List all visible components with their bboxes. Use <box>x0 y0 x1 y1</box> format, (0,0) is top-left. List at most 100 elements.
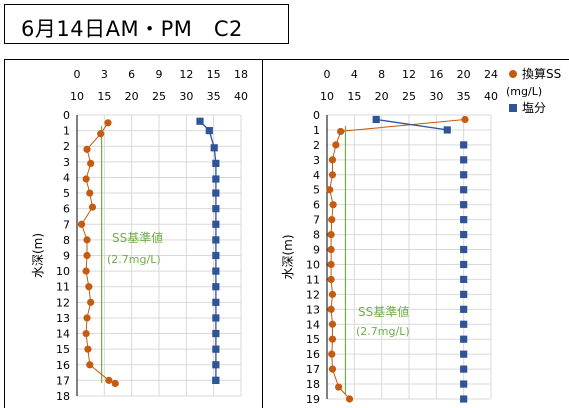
chart2-y-axis-tick-label: 13 <box>306 303 320 316</box>
chart2-ss-point <box>329 201 337 209</box>
chart1-salinity-point <box>196 117 204 125</box>
chart2-ss-point <box>337 127 345 136</box>
chart2-y-axis-tick-label: 4 <box>313 169 320 182</box>
chart1-y-axis-tick-label: 7 <box>63 218 70 231</box>
chart2-ss-point <box>328 216 336 224</box>
chart1-salinity-point <box>212 175 220 183</box>
chart1-y-axis-tick-label: 11 <box>56 281 70 294</box>
chart2-ss-point <box>327 275 335 284</box>
chart2-threshold-label: SS基準値 <box>358 304 409 319</box>
chart2-y-axis-tick-label: 8 <box>313 229 320 242</box>
chart2-y-axis-tick-label: 10 <box>306 258 320 271</box>
chart2-salinity-point <box>460 275 468 284</box>
chart2-secondary-axis-tick-label: 10 <box>320 90 334 103</box>
chart1-secondary-axis-tick-label: 20 <box>125 90 139 103</box>
chart2-y-axis-label: 水深(m) <box>281 234 295 279</box>
chart1-y-axis-tick-label: 8 <box>63 234 70 247</box>
chart2-legend-ss-label: 換算SS <box>522 66 561 81</box>
chart2-top-axis-tick-label: 16 <box>429 68 443 81</box>
chart2-y-axis-tick-label: 18 <box>306 378 320 391</box>
chart2-top-axis-tick-label: 0 <box>324 68 331 81</box>
chart1-salinity-point <box>212 267 220 275</box>
chart2-top-axis-tick-label: 12 <box>402 68 416 81</box>
chart2-ss-point <box>328 350 336 358</box>
chart1-salinity-point <box>205 127 213 135</box>
chart1-top-axis-tick-label: 12 <box>179 68 193 81</box>
chart1-top-axis-tick-label: 3 <box>101 68 108 81</box>
chart1-ss-point <box>83 251 91 260</box>
chart1-ss-point <box>86 189 94 197</box>
chart2-secondary-axis-tick-label: 20 <box>375 90 389 103</box>
chart2-ss-point <box>327 305 335 313</box>
chart1-ss-point <box>83 314 91 322</box>
chart1-secondary-axis-tick-label: 15 <box>97 90 111 103</box>
chart2-legend-ss-marker <box>509 70 517 78</box>
title-box: 6月14日AM・PM C2 <box>4 4 289 44</box>
chart1-ss-point <box>86 361 94 369</box>
chart1-y-axis-tick-label: 14 <box>56 328 70 341</box>
chart2-y-axis-tick-label: 3 <box>313 154 320 167</box>
chart2-salinity-point <box>460 171 468 179</box>
chart1-ss-point <box>85 283 93 291</box>
page-title: 6月14日AM・PM C2 <box>21 17 243 41</box>
chart1-salinity-point <box>212 361 220 369</box>
chart1-salinity-point <box>212 314 220 322</box>
chart2-y-axis-tick-label: 7 <box>313 214 320 227</box>
chart2-secondary-axis-tick-label: 25 <box>402 90 416 103</box>
chart1-y-axis-tick-label: 6 <box>63 203 70 216</box>
chart1-top-axis-tick-label: 9 <box>156 68 163 81</box>
chart2-threshold-value-label: (2.7mg/L) <box>356 325 410 338</box>
chart2-ss-point <box>335 383 343 391</box>
chart2-y-axis-tick-label: 12 <box>306 288 320 301</box>
chart2-secondary-axis-tick-label: 35 <box>457 90 471 103</box>
chart2-legend-ss-unit: (mg/L) <box>506 85 542 98</box>
chart1-y-axis-tick-label: 3 <box>63 156 70 169</box>
chart1-ss-point <box>82 267 90 275</box>
chart1-y-axis-tick-label: 5 <box>63 187 70 200</box>
chart2-ss-point <box>328 335 337 343</box>
chart1-secondary-axis-tick-label: 25 <box>152 90 166 103</box>
chart2-y-axis-tick-label: 0 <box>313 109 320 122</box>
chart1-salinity-point <box>212 159 220 167</box>
chart2-ss-point <box>328 290 337 298</box>
chart2-salinity-point <box>460 216 468 224</box>
chart2-y-axis-tick-label: 2 <box>313 139 320 152</box>
chart2-salinity-point <box>460 230 468 239</box>
chart1-ss-point <box>105 376 113 384</box>
chart1-salinity-point <box>212 220 220 228</box>
chart1-y-axis-tick-label: 12 <box>56 296 70 309</box>
chart1-ss-point <box>82 329 90 338</box>
chart1-ss-point <box>104 119 112 127</box>
chart1-salinity-point <box>212 376 220 384</box>
chart2-salinity-point <box>460 395 468 403</box>
chart1-top-axis-tick-label: 15 <box>207 68 221 81</box>
chart1-ss-point <box>83 145 91 153</box>
chart1-ss-point <box>82 175 90 183</box>
chart2-salinity-point <box>460 320 468 328</box>
chart1-salinity-point <box>210 144 218 152</box>
chart1-top-axis-tick-label: 6 <box>128 68 135 81</box>
chart2-ss-point <box>328 365 337 373</box>
chart1-salinity-point <box>212 329 220 338</box>
chart1-secondary-axis-tick-label: 35 <box>207 90 221 103</box>
chart1-y-axis-tick-label: 0 <box>63 109 70 122</box>
chart2-salinity-point <box>460 350 468 358</box>
chart2-ss-series-line <box>329 119 466 400</box>
chart1-y-axis-tick-label: 18 <box>56 390 70 403</box>
chart1-top-axis-tick-label: 18 <box>234 68 248 81</box>
chart2-ss-point <box>327 230 335 239</box>
chart1-y-axis-tick-label: 16 <box>56 359 70 372</box>
chart1-y-axis-tick-label: 9 <box>63 250 70 263</box>
chart2-y-axis-tick-label: 14 <box>306 318 320 331</box>
chart1-threshold-label: SS基準値 <box>112 230 163 245</box>
chart2-ss-point <box>327 260 335 269</box>
chart1-y-axis-tick-label: 4 <box>63 171 70 184</box>
chart2-salinity-point <box>460 186 468 194</box>
chart2-legend-salinity-marker <box>509 104 517 112</box>
chart1-salinity-point <box>212 283 220 291</box>
chart2-top-axis-tick-label: 8 <box>378 68 385 81</box>
frame-top-line <box>4 59 569 60</box>
chart1-salinity-point <box>212 236 220 244</box>
chart2-salinity-point <box>460 141 468 149</box>
